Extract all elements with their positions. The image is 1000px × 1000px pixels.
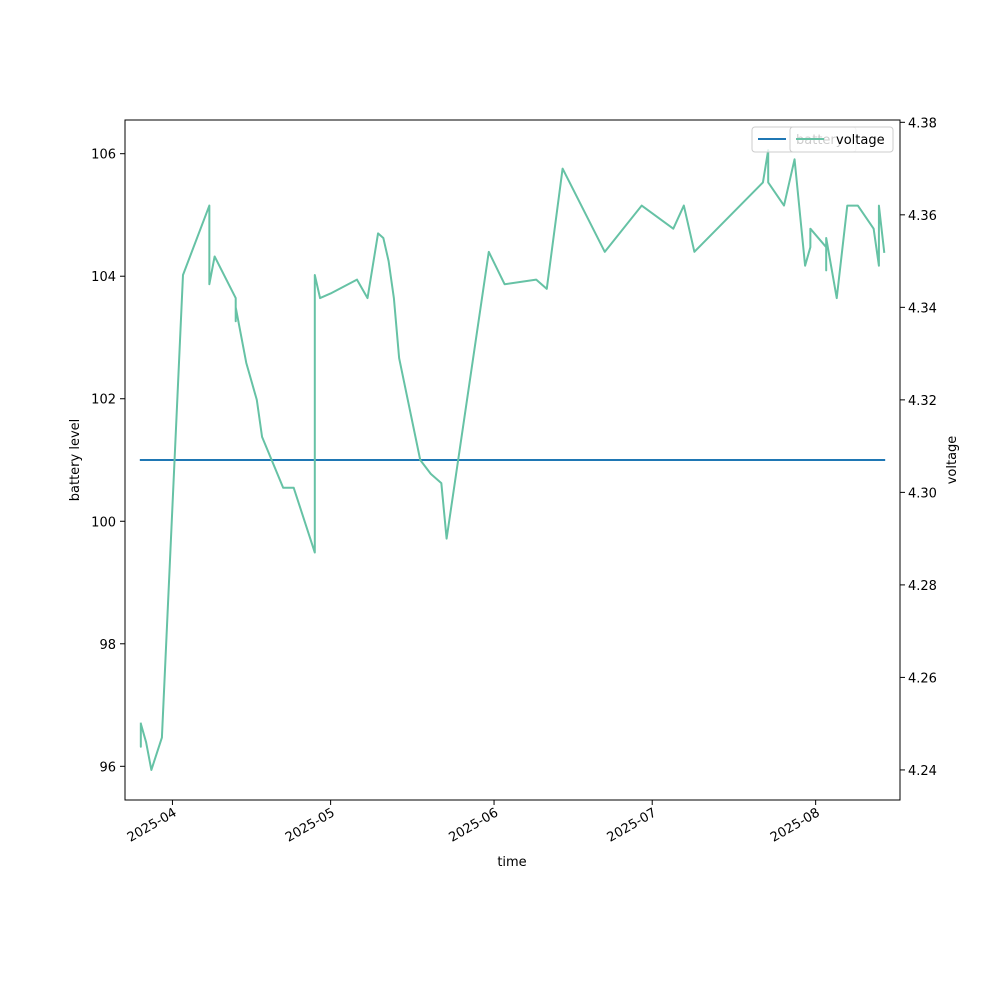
y2-tick-label: 4.28	[908, 579, 937, 594]
y-tick-label: 100	[91, 515, 116, 530]
y2-tick-label: 4.24	[908, 764, 937, 779]
y-tick-label: 106	[91, 148, 116, 163]
y-tick-label: 102	[91, 393, 116, 408]
legend-voltage: voltage	[789, 126, 894, 153]
y2-tick-label: 4.30	[908, 486, 937, 501]
plot-layer	[139, 149, 886, 771]
y2-tick-label: 4.34	[908, 301, 937, 316]
y-tick-label: 96	[99, 760, 116, 775]
y2-tick-label: 4.32	[908, 394, 937, 409]
y-axis-title: battery level	[68, 419, 83, 502]
x-axis-title: time	[497, 855, 526, 870]
y2-axis-title: voltage	[945, 436, 960, 485]
legend-voltage-label: voltage	[836, 133, 885, 148]
plot-frame	[124, 119, 901, 801]
series-line-voltage	[139, 149, 886, 771]
y-tick-label: 98	[99, 638, 116, 653]
y-tick-label: 104	[91, 270, 116, 285]
y2-tick-label: 4.26	[908, 671, 937, 686]
y2-tick-label: 4.36	[908, 209, 937, 224]
legend-voltage-frame	[789, 126, 894, 153]
y2-tick-label: 4.38	[908, 116, 937, 131]
